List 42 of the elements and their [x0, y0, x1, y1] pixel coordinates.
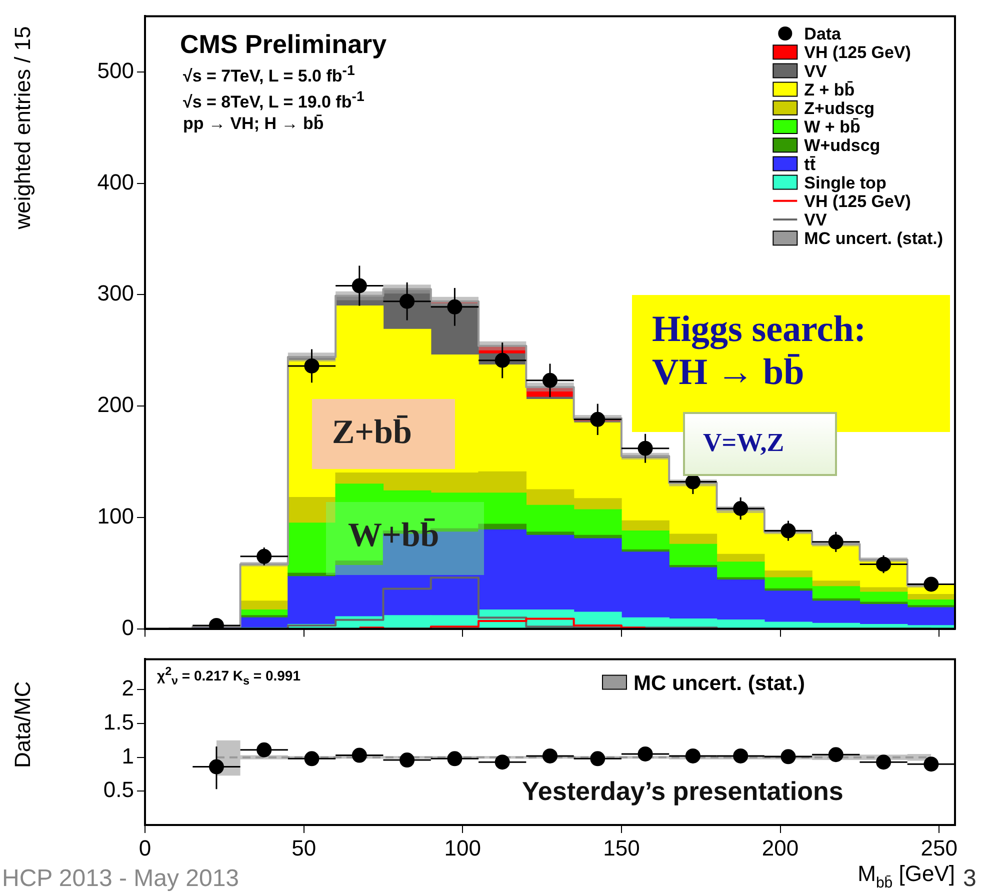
annotation: CMS Preliminary [180, 29, 387, 60]
y-tick-label: 0 [122, 614, 134, 640]
legend-label: VH (125 GeV) [804, 192, 911, 212]
annotation: Yesterday’s presentations [522, 776, 844, 807]
y-tick-label: 500 [97, 58, 134, 83]
legend-label: MC uncert. (stat.) [804, 229, 944, 248]
legend-label: W + bb̄ [804, 118, 860, 137]
legend-label: VV [804, 210, 828, 230]
text: 3 [963, 865, 976, 893]
x-tick-label: 50 [292, 835, 316, 860]
legend-label: Single top [804, 173, 886, 192]
x-tick-label: 200 [762, 835, 799, 860]
note-box: V=W,Z [683, 412, 837, 476]
legend-label: W+udscg [804, 136, 880, 156]
legend-label: VV [804, 62, 828, 81]
note-box: Z+bb̄ [312, 399, 455, 469]
y-axis-title: Data/MC [10, 681, 35, 768]
y-tick-label: 1.5 [103, 710, 134, 735]
legend-label: tt̄ [804, 154, 816, 174]
y-tick-label: 2 [122, 676, 134, 701]
text: HCP 2013 - May 2013 [2, 865, 240, 893]
y-tick-label: 400 [97, 169, 134, 194]
legend-label: VH (125 GeV) [804, 43, 911, 62]
annotation: √s = 8TeV, L = 19.0 fb$^{-1}$ [183, 89, 364, 112]
y-tick-label: 0.5 [103, 777, 134, 802]
legend-label: Data [804, 24, 842, 44]
x-tick-label: 250 [920, 835, 958, 860]
x-tick-label: 150 [603, 835, 640, 860]
y-tick-label: 200 [97, 392, 134, 418]
x-tick-label: 0 [138, 835, 152, 860]
note-box: Higgs search: VH → bb̄ [632, 295, 950, 432]
y-tick-label: 300 [97, 280, 134, 306]
y-axis-title: weighted entries / 15 [10, 26, 35, 230]
legend-label: Z+udscg [804, 99, 875, 118]
annotation: pp → VH; H → bb̄ [183, 114, 324, 134]
annotation: χ$^{2}$$_{ν}$ = 0.217 K$_{s}$ = 0.991 [157, 665, 301, 688]
legend-label: MC uncert. (stat.) [633, 672, 806, 695]
y-tick-label: 1 [122, 743, 134, 768]
annotation: √s = 7TeV, L = 5.0 fb$^{-1}$ [183, 63, 355, 86]
y-tick-label: 100 [97, 503, 134, 528]
legend-label: Z + bb̄ [804, 80, 855, 100]
x-tick-label: 100 [444, 835, 482, 860]
